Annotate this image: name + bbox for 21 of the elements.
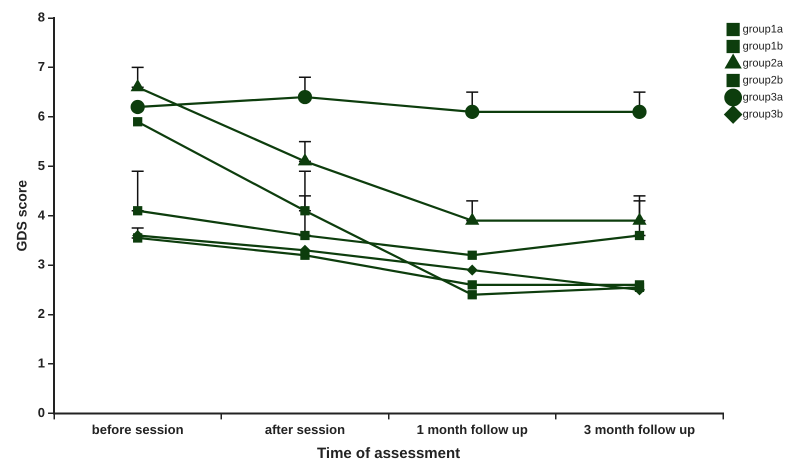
legend-label: group1b bbox=[742, 40, 784, 53]
y-tick-label: 5 bbox=[38, 158, 46, 173]
y-tick-label: 7 bbox=[38, 59, 46, 74]
legend-label: group2a bbox=[742, 58, 784, 70]
legend-label: group3b bbox=[742, 108, 784, 121]
y-tick-label: 3 bbox=[38, 256, 46, 272]
y-tick-label: 2 bbox=[38, 306, 46, 322]
y-tick-label: 0 bbox=[38, 404, 46, 420]
x-axis-title: Time of assessment bbox=[317, 445, 460, 462]
y-tick-label: 6 bbox=[38, 108, 46, 124]
legend-label: group2b bbox=[742, 74, 784, 87]
legend-label: group3a bbox=[742, 92, 784, 104]
y-tick-label: 8 bbox=[38, 10, 46, 25]
x-tick-label: after session bbox=[264, 422, 346, 437]
x-tick-label: 3 month follow up bbox=[584, 422, 696, 437]
y-tick-label: 1 bbox=[38, 356, 46, 371]
x-tick-label: before session bbox=[92, 422, 184, 437]
legend-label: group1a bbox=[742, 24, 784, 36]
y-tick-label: 4 bbox=[38, 207, 46, 222]
y-axis-title: GDS score bbox=[13, 180, 30, 252]
x-tick-label: 1 month follow up bbox=[416, 422, 528, 437]
